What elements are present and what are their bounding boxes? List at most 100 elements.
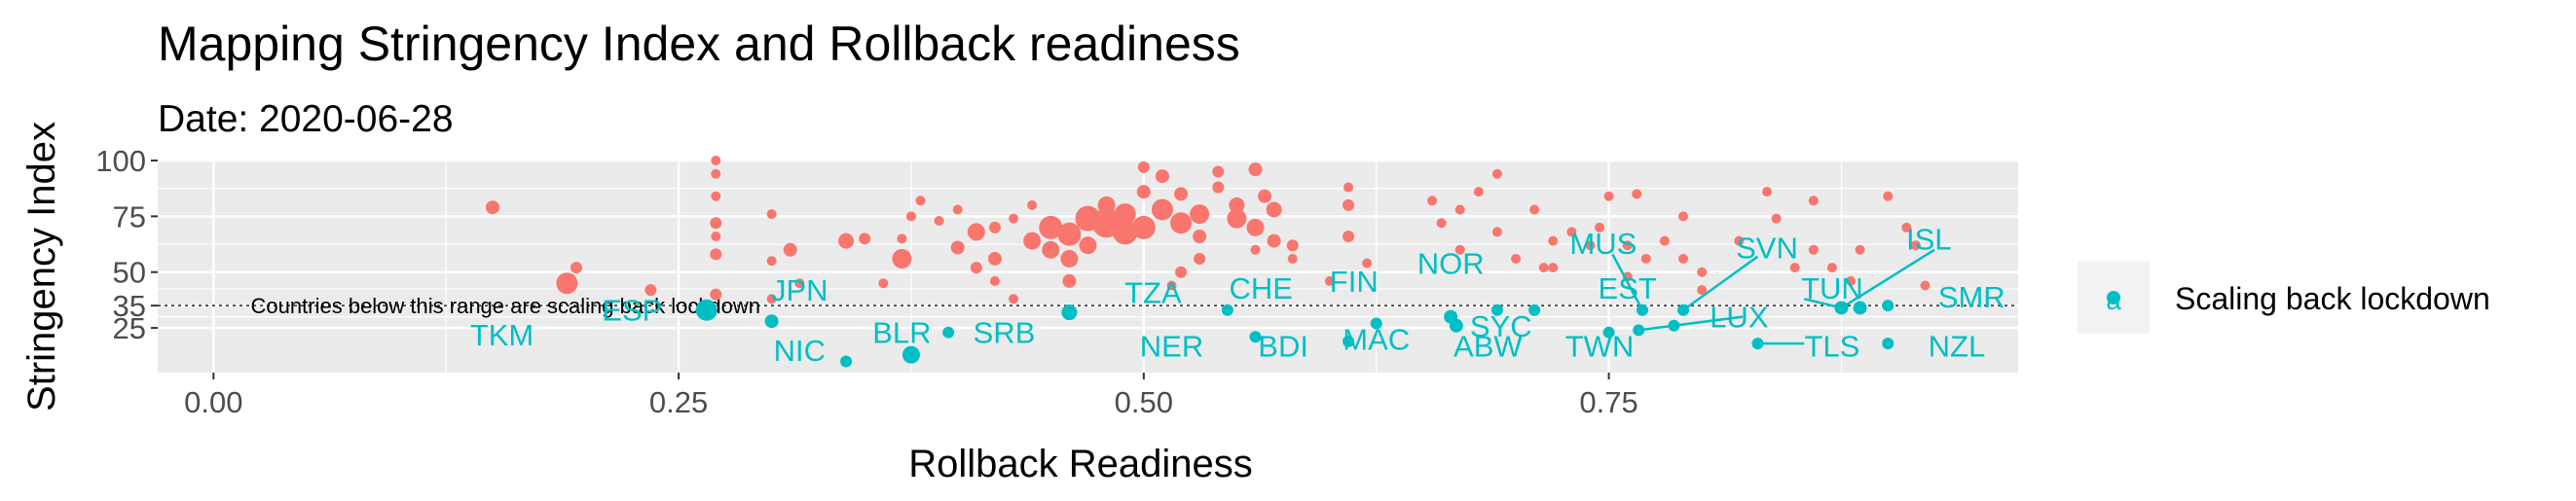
point-above-threshold [987, 251, 1002, 266]
y-tick-label: 25 [113, 311, 146, 345]
point-scaling-back [1221, 304, 1233, 316]
point-label: NOR [1417, 247, 1485, 281]
point-above-threshold [644, 284, 657, 297]
point-above-threshold [1697, 267, 1708, 277]
chart-title: Mapping Stringency Index and Rollback re… [158, 17, 1240, 71]
point-above-threshold [1137, 161, 1150, 173]
point-above-threshold [1595, 222, 1605, 233]
point-above-threshold [1286, 239, 1299, 252]
point-scaling-back [840, 355, 853, 368]
point-above-threshold [710, 288, 722, 301]
point-label: TZA [1124, 275, 1182, 309]
point-scaling-back [1343, 335, 1355, 347]
point-above-threshold [1678, 253, 1689, 264]
point-scaling-back [1449, 318, 1463, 333]
point-above-threshold [897, 233, 907, 244]
point-above-threshold [1920, 280, 1931, 291]
point-label: BDI [1258, 329, 1308, 363]
point-above-threshold [1097, 196, 1116, 214]
x-tick-label: 0.00 [184, 385, 242, 419]
point-above-threshold [1112, 219, 1138, 245]
point-scaling-back [1490, 304, 1503, 316]
point-above-threshold [1538, 263, 1549, 273]
plot-panel [158, 161, 2018, 373]
point-label: NER [1140, 329, 1203, 363]
point-above-threshold [1548, 263, 1559, 273]
point-label: TKM [470, 318, 534, 352]
point-above-threshold [1060, 249, 1079, 268]
point-scaling-back [942, 326, 955, 339]
point-above-threshold [1511, 253, 1522, 264]
point-above-threshold [1808, 244, 1819, 255]
point-above-threshold [1883, 191, 1894, 201]
point-above-threshold [1166, 280, 1177, 291]
point-above-threshold [1622, 240, 1633, 251]
point-above-threshold [1246, 218, 1265, 236]
point-label: TLS [1804, 329, 1859, 363]
point-above-threshold [485, 200, 499, 215]
point-label: JPN [771, 273, 828, 307]
point-above-threshold [710, 217, 722, 230]
point-scaling-back [902, 345, 920, 364]
point-label: SYC [1470, 309, 1532, 343]
point-above-threshold [711, 168, 721, 179]
point-above-threshold [1039, 215, 1063, 239]
threshold: Countries below this range are scaling b… [158, 294, 2018, 318]
point-scaling-back [695, 299, 718, 321]
point-above-threshold [1079, 236, 1097, 255]
point-above-threshold [1771, 213, 1782, 224]
point-above-threshold [1343, 198, 1355, 211]
point-label: SRB [974, 316, 1036, 350]
point-above-threshold [1491, 227, 1502, 237]
y-axis-title: Stringency Index [20, 122, 63, 412]
label-leader-line [1611, 253, 1644, 311]
point-label: ESP [602, 294, 662, 328]
label-leader-line [1682, 255, 1759, 311]
point-above-threshold [1009, 294, 1019, 304]
x-tick-label: 0.50 [1115, 385, 1173, 419]
point-scaling-back [1882, 300, 1895, 312]
point-above-threshold [905, 211, 916, 222]
point-label: ISL [1906, 222, 1952, 256]
point-above-threshold [556, 272, 578, 295]
point-scaling-back [1528, 304, 1541, 316]
point-scaling-back [1882, 338, 1895, 350]
point-above-threshold [1846, 275, 1857, 286]
point-above-threshold [1436, 218, 1447, 229]
label-leader-line [1840, 248, 1935, 309]
legend-key-glyph: a [2106, 285, 2121, 315]
point-above-threshold [766, 294, 777, 304]
point-above-threshold [1529, 204, 1540, 215]
point-label: MUS [1569, 227, 1637, 261]
point-above-threshold [1155, 169, 1169, 184]
point-above-threshold [970, 262, 982, 274]
point-above-threshold [1343, 182, 1354, 193]
point-above-threshold [1009, 213, 1019, 224]
threshold-annotation: Countries below this range are scaling b… [251, 294, 760, 318]
point-above-threshold [859, 233, 871, 245]
point-above-threshold [711, 191, 721, 201]
point-scaling-back [1602, 326, 1615, 339]
x-tick-label: 0.75 [1579, 385, 1638, 419]
point-above-threshold [915, 196, 926, 206]
point-above-threshold [1023, 232, 1042, 250]
point-above-threshold [989, 275, 1000, 286]
point-above-threshold [1267, 233, 1281, 248]
point-above-threshold [1174, 187, 1189, 201]
point-above-threshold [1062, 273, 1077, 288]
x-axis-title: Rollback Readiness [908, 443, 1253, 485]
point-above-threshold [1910, 240, 1921, 251]
point-scaling-back [1853, 301, 1867, 315]
point-above-threshold [878, 278, 889, 289]
point-above-threshold [1454, 244, 1465, 255]
point-above-threshold [1151, 198, 1173, 221]
point-above-threshold [711, 156, 721, 165]
point-label: NIC [774, 334, 826, 368]
point-label: LUX [1710, 301, 1769, 335]
legend: a Scaling back lockdown [2078, 262, 2490, 334]
point-above-threshold [1362, 258, 1373, 268]
y-tick-label: 35 [113, 289, 146, 323]
point-above-threshold [1632, 189, 1642, 199]
point-above-threshold [1473, 187, 1484, 197]
